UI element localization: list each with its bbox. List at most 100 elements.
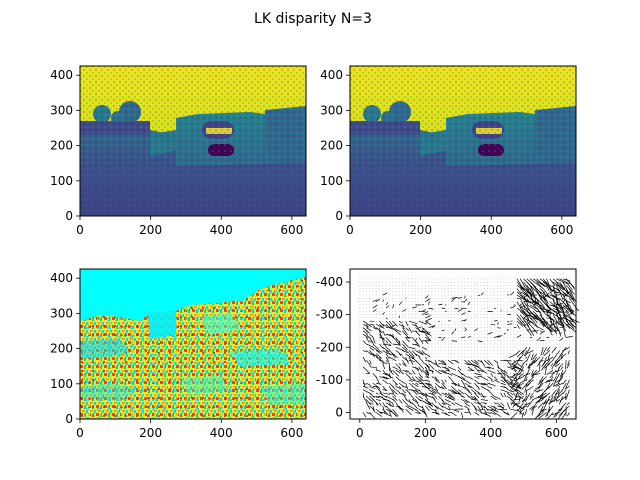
grid-point [405,340,406,342]
grid-point [385,376,387,377]
grid-point [408,314,410,315]
grid-point [454,281,456,283]
grid-point [493,311,495,312]
grid-point [520,356,521,358]
grid-point [467,291,469,293]
grid-point [366,356,367,358]
flow-vector [567,412,570,417]
flow-vector [425,405,430,412]
flow-vector [454,307,459,310]
flow-vector [392,353,396,359]
grid-point [483,291,485,293]
grid-point [359,333,361,335]
grid-point [470,382,472,384]
grid-point [369,288,370,289]
flow-vector [375,376,380,384]
grid-point [470,304,472,306]
flow-vector [500,389,510,394]
grid-point [457,402,459,403]
grid-point [418,330,420,332]
grid-point [461,317,462,319]
grid-point [395,412,397,413]
grid-point [467,320,469,322]
y-tick-label: -100 [316,373,343,387]
flow-vector [454,360,459,364]
grid-point [362,285,364,286]
grid-point [565,278,567,280]
flow-vector [395,402,401,410]
grid-point [497,317,498,319]
grid-point [392,317,393,319]
flow-vector [536,288,547,301]
grid-point [369,379,370,381]
grid-point [464,330,465,332]
grid-point [385,353,387,355]
grid-point [467,376,469,377]
flow-vector [425,340,429,344]
flow-vector [467,360,473,365]
grid-point [359,412,361,413]
grid-point [546,395,547,397]
flow-vector [520,305,525,309]
grid-point [523,320,524,322]
grid-point [398,285,400,286]
flow-vector [362,392,365,397]
grid-point [506,298,508,299]
grid-point [493,369,495,371]
flow-vector [369,399,374,403]
flow-vector [549,396,554,403]
flow-vector [379,320,385,327]
grid-point [529,386,531,387]
grid-point [454,346,456,348]
flow-vector [441,402,445,406]
grid-point [441,330,443,332]
grid-point [500,291,501,293]
grid-point [546,369,547,371]
grid-point [434,317,436,319]
flow-vector [474,412,480,416]
grid-point [389,307,390,309]
flow-vector [542,291,547,297]
grid-point [565,285,567,286]
grid-point [405,376,406,377]
grid-point [480,285,482,286]
grid-point [549,298,551,299]
flow-vector [506,392,514,399]
flow-vector [526,353,531,362]
grid-point [536,327,537,328]
flow-vector [385,305,390,309]
flow-vector [559,337,564,342]
grid-point [362,363,364,364]
flow-vector [412,343,417,346]
grid-point [434,298,436,299]
grid-point [375,317,377,319]
flow-vector [521,379,531,390]
flow-vector [500,369,506,377]
flow-vector [376,382,382,385]
grid-point [513,356,515,358]
grid-point [369,363,370,364]
grid-point [464,278,465,280]
grid-point [425,373,426,374]
flow-vector [389,356,397,362]
grid-point [506,307,508,309]
grid-point [395,311,397,312]
flow-vector [398,366,402,372]
grid-point [480,343,482,345]
grid-point [438,373,439,374]
flow-vector [541,360,547,367]
grid-point [431,327,433,328]
flow-vector [546,356,554,361]
flow-vector [539,330,546,335]
grid-point [493,399,495,400]
grid-point [559,285,560,286]
grid-point [408,281,410,283]
flow-vector [418,399,427,403]
grid-point [451,337,452,338]
grid-point [438,301,439,302]
grid-point [418,294,420,296]
grid-point [375,350,377,351]
flow-vector [546,285,550,292]
grid-point [487,301,488,302]
flow-vector [451,412,457,417]
